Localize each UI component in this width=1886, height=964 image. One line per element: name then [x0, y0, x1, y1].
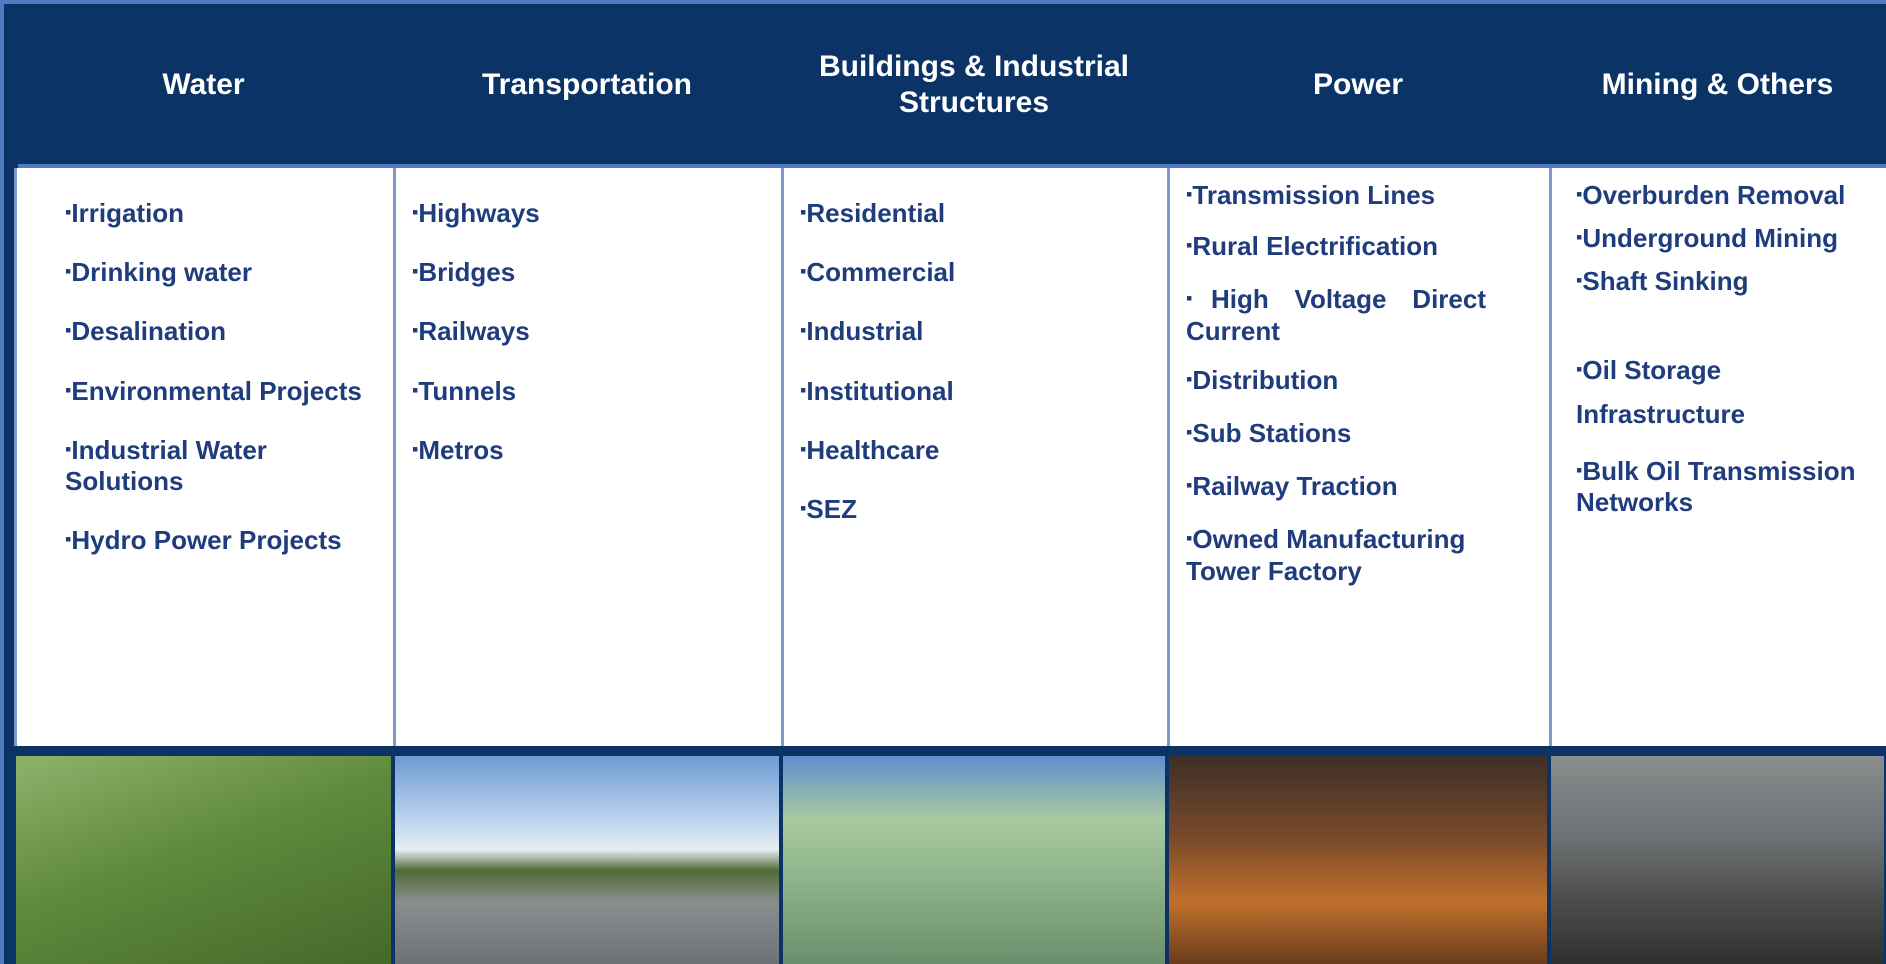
column-title: Water — [14, 10, 393, 160]
list-item: Drinking water — [65, 257, 381, 288]
list-item: Institutional — [800, 376, 1155, 407]
list-item: Tunnels — [412, 376, 769, 407]
column: Highways Bridges Railways Tunnels Metros — [393, 168, 781, 746]
item-list: Overburden Removal Underground Mining Shaf… — [1552, 168, 1886, 518]
column: Irrigation Drinking water Desalination Envi… — [14, 168, 393, 746]
item-list: Highways Bridges Railways Tunnels Metros — [396, 168, 781, 466]
list-item: Irrigation — [65, 198, 381, 229]
list-item: Environmental Projects — [65, 376, 381, 407]
list-item: Rural Electrification — [1186, 231, 1537, 262]
list-item: Distribution — [1186, 365, 1537, 396]
item-list: Transmission Lines Rural Electrification H… — [1170, 168, 1549, 587]
list-item: Residential — [800, 198, 1155, 229]
column: Residential Commercial Industrial Instituti… — [781, 168, 1167, 746]
column: Transmission Lines Rural Electrification H… — [1167, 168, 1549, 746]
photo — [395, 756, 779, 964]
list-item: Railway Traction — [1186, 471, 1537, 502]
list-item: SEZ — [800, 494, 1155, 525]
photo — [783, 756, 1165, 964]
list-item: Industrial Water Solutions — [65, 435, 381, 497]
list-item: Oil Storage Infrastructure — [1576, 348, 1776, 436]
column-title: Transportation — [393, 10, 781, 160]
list-item: Overburden Removal — [1576, 180, 1874, 211]
column-title: Mining & Others — [1549, 10, 1886, 160]
photo — [16, 756, 391, 964]
photo — [1169, 756, 1547, 964]
list-item: Hydro Power Projects — [65, 525, 381, 556]
column: Overburden Removal Underground Mining Shaf… — [1549, 168, 1886, 746]
list-item: Shaft Sinking — [1576, 266, 1874, 297]
column-title: Power — [1167, 10, 1549, 160]
list-item: Bridges — [412, 257, 769, 288]
list-item: Transmission Lines — [1186, 180, 1537, 211]
list-item: Desalination — [65, 316, 381, 347]
photo — [1551, 756, 1884, 964]
list-item: Underground Mining — [1576, 223, 1874, 254]
list-item: Owned Manufacturing Tower Factory — [1186, 524, 1537, 586]
column-title: Buildings & Industrial Structures — [781, 10, 1167, 160]
item-list: Residential Commercial Industrial Instituti… — [784, 168, 1167, 525]
list-item: Railways — [412, 316, 769, 347]
list-item: Sub Stations — [1186, 418, 1537, 449]
list-item: Industrial — [800, 316, 1155, 347]
list-item: Metros — [412, 435, 769, 466]
list-item: Highways — [412, 198, 769, 229]
list-item: High Voltage Direct Current — [1186, 284, 1486, 346]
list-item: Commercial — [800, 257, 1155, 288]
list-item: Bulk Oil Transmission Networks — [1576, 456, 1874, 518]
item-list: Irrigation Drinking water Desalination Envi… — [17, 168, 393, 556]
list-item: Healthcare — [800, 435, 1155, 466]
